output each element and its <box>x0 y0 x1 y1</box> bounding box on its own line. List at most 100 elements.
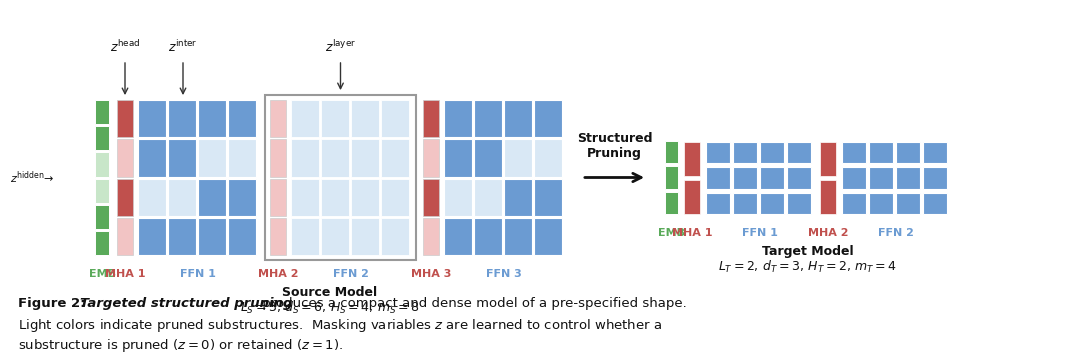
Bar <box>444 179 472 216</box>
Bar <box>665 166 678 189</box>
Bar <box>474 100 502 137</box>
Bar <box>760 167 784 189</box>
Bar <box>228 139 256 176</box>
Bar <box>706 193 730 214</box>
Bar <box>351 139 379 176</box>
Bar <box>117 218 133 255</box>
Text: substructure is pruned ($z = 0$) or retained ($z = 1$).: substructure is pruned ($z = 0$) or reta… <box>18 337 343 354</box>
Bar <box>474 139 502 176</box>
Bar <box>117 179 133 216</box>
Bar <box>444 139 472 176</box>
Bar <box>291 139 319 176</box>
Bar <box>534 100 562 137</box>
Bar <box>534 179 562 216</box>
Bar <box>117 100 133 137</box>
Text: MHA 2: MHA 2 <box>808 228 848 238</box>
Text: MHA 1: MHA 1 <box>672 228 712 238</box>
Bar <box>444 100 472 137</box>
Bar <box>138 218 166 255</box>
Bar <box>198 139 226 176</box>
Text: Light colors indicate pruned substructures.  Masking variables $z$ are learned t: Light colors indicate pruned substructur… <box>18 317 662 334</box>
Text: MHA 1: MHA 1 <box>105 269 145 279</box>
Bar <box>665 141 678 163</box>
Bar <box>842 193 866 214</box>
Bar <box>534 139 562 176</box>
Bar <box>842 142 866 163</box>
Text: FFN 1: FFN 1 <box>742 228 778 238</box>
Text: $z^{\mathrm{head}}$: $z^{\mathrm{head}}$ <box>110 39 140 55</box>
Bar <box>198 218 226 255</box>
Bar <box>684 142 700 176</box>
Bar <box>95 100 109 124</box>
Bar <box>787 142 811 163</box>
Bar <box>321 139 349 176</box>
Bar <box>896 167 920 189</box>
Bar <box>168 139 195 176</box>
Bar <box>95 231 109 255</box>
Text: Target Model: Target Model <box>761 245 853 258</box>
Bar <box>265 95 416 260</box>
Bar <box>168 179 195 216</box>
Bar <box>504 218 532 255</box>
Bar <box>896 142 920 163</box>
Bar <box>198 100 226 137</box>
Bar <box>869 167 893 189</box>
Bar <box>504 100 532 137</box>
Text: Source Model: Source Model <box>282 286 377 299</box>
Text: $z^{\mathrm{inter}}$: $z^{\mathrm{inter}}$ <box>168 39 198 55</box>
Bar <box>923 142 947 163</box>
Bar <box>733 167 757 189</box>
Bar <box>706 167 730 189</box>
Bar <box>706 142 730 163</box>
Bar <box>198 179 226 216</box>
Bar <box>787 193 811 214</box>
Bar <box>896 193 920 214</box>
Bar <box>95 126 109 150</box>
Bar <box>270 218 286 255</box>
Bar <box>381 218 409 255</box>
Bar <box>381 179 409 216</box>
Bar <box>138 139 166 176</box>
Bar <box>423 139 438 176</box>
Bar <box>381 139 409 176</box>
Bar <box>270 139 286 176</box>
Bar <box>168 100 195 137</box>
Bar <box>665 192 678 214</box>
Bar <box>820 142 836 176</box>
Bar <box>820 180 836 214</box>
Bar <box>444 218 472 255</box>
Text: FFN 3: FFN 3 <box>486 269 522 279</box>
Bar <box>228 179 256 216</box>
Bar <box>423 218 438 255</box>
Bar <box>474 218 502 255</box>
Text: FFN 1: FFN 1 <box>180 269 216 279</box>
Bar <box>869 193 893 214</box>
Text: FFN 2: FFN 2 <box>878 228 914 238</box>
Bar <box>504 139 532 176</box>
Bar <box>138 179 166 216</box>
Bar <box>291 218 319 255</box>
Text: EMB: EMB <box>658 228 685 238</box>
Text: $L_S=3,\,d_S=6,\,H_S=4,\,m_S=8$: $L_S=3,\,d_S=6,\,H_S=4,\,m_S=8$ <box>240 300 419 316</box>
Bar <box>291 179 319 216</box>
Bar <box>321 100 349 137</box>
Text: $L_T=2,\,d_T=3,\,H_T=2,\,m_T=4$: $L_T=2,\,d_T=3,\,H_T=2,\,m_T=4$ <box>718 259 897 275</box>
Bar <box>504 179 532 216</box>
Bar <box>684 180 700 214</box>
Text: Figure 2:: Figure 2: <box>18 297 90 310</box>
Bar <box>474 179 502 216</box>
Bar <box>270 100 286 137</box>
Bar <box>95 179 109 203</box>
Bar <box>760 193 784 214</box>
Bar <box>351 179 379 216</box>
Bar <box>138 100 166 137</box>
Bar <box>423 179 438 216</box>
Bar <box>351 100 379 137</box>
Bar <box>321 179 349 216</box>
Bar <box>733 193 757 214</box>
Text: Structured
Pruning: Structured Pruning <box>577 131 652 159</box>
Bar <box>923 167 947 189</box>
Bar <box>321 218 349 255</box>
Bar <box>842 167 866 189</box>
Text: $z^{\mathrm{hidden}}\!\rightarrow$: $z^{\mathrm{hidden}}\!\rightarrow$ <box>10 169 54 186</box>
